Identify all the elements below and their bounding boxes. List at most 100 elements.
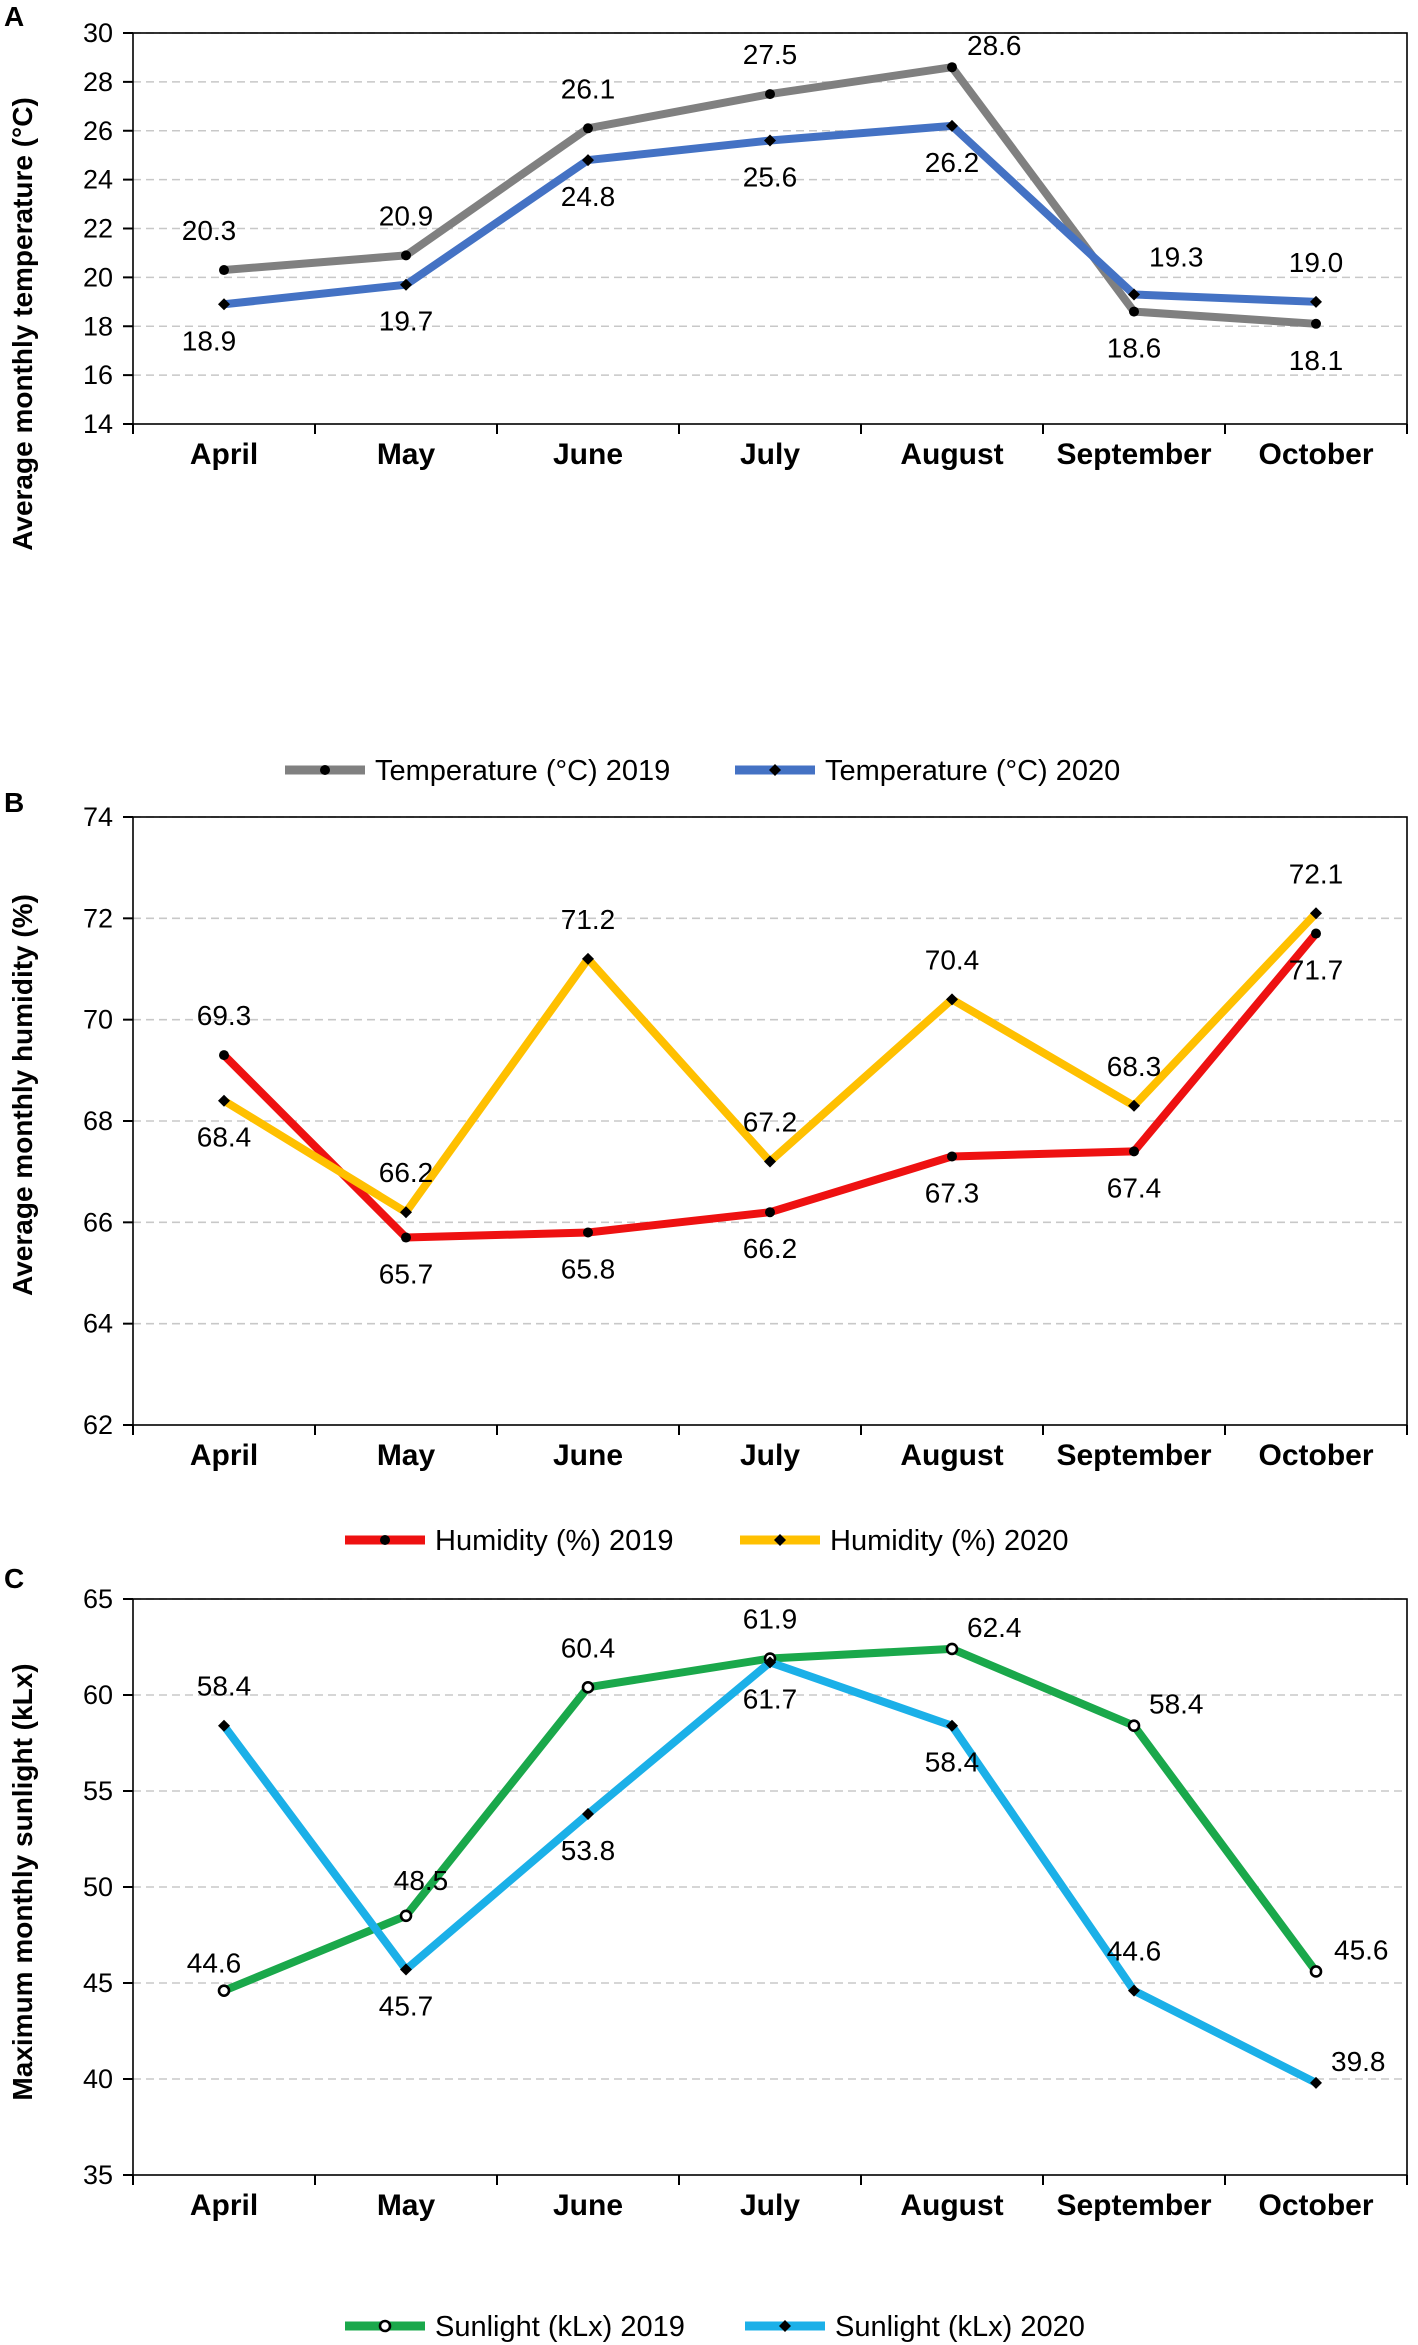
data-point [401,1232,411,1243]
data-point [946,119,958,132]
data-label: 66.2 [379,1157,434,1188]
data-label: 18.9 [182,325,237,356]
data-label: 20.3 [182,215,237,246]
data-point [217,1984,231,1997]
data-point [219,265,229,276]
y-tick-label: 40 [83,2064,113,2094]
y-tick-label: 60 [83,1680,113,1710]
x-tick-label: August [900,2189,1003,2222]
panel-a: A Average monthly temperature (°C) 14161… [4,1,1408,787]
x-tick-label: October [1258,1439,1373,1472]
data-point [946,1719,958,1732]
data-label: 26.2 [925,147,980,178]
legend-marker [378,2319,392,2333]
y-tick-label: 20 [83,262,113,292]
data-point [399,1909,413,1923]
data-point [946,993,958,1006]
data-point [1310,2076,1322,2089]
data-label: 58.4 [197,1671,252,1702]
y-tick-label: 72 [83,903,113,933]
data-point [1129,1146,1139,1157]
panel-c-letter: C [4,1563,24,1594]
data-point [1128,288,1140,301]
data-label: 44.6 [1107,1936,1162,1967]
legend-marker [769,764,781,776]
data-label: 62.4 [967,1612,1022,1643]
legend-label: Humidity (%) 2019 [435,1525,674,1557]
data-label: 26.1 [561,73,616,104]
x-tick-label: August [900,1439,1003,1472]
data-label: 68.3 [1107,1051,1162,1082]
data-label: 25.6 [743,162,798,193]
data-point [400,278,412,291]
data-label: 28.6 [967,30,1022,61]
y-tick-label: 14 [83,409,113,439]
x-tick-label: June [553,438,623,471]
data-point [1311,928,1321,939]
data-label: 19.0 [1289,247,1344,278]
data-point [947,62,957,73]
data-label: 65.8 [561,1253,616,1284]
y-tick-label: 64 [83,1309,113,1339]
data-label: 60.4 [561,1632,616,1663]
data-point [1310,907,1322,920]
data-point [583,1227,593,1238]
y-tick-label: 50 [83,1872,113,1902]
legend-label: Sunlight (kLx) 2019 [435,2311,685,2343]
data-point [219,1050,229,1061]
legend-label: Sunlight (kLx) 2020 [835,2311,1085,2343]
x-tick-label: May [377,438,436,471]
y-tick-label: 28 [83,67,113,97]
data-point [945,1642,959,1656]
data-label: 24.8 [561,181,616,212]
legend-marker [774,1534,786,1546]
data-point [947,1151,957,1162]
data-label: 27.5 [743,39,798,70]
y-tick-label: 65 [83,1584,113,1614]
data-label: 20.9 [379,200,434,231]
x-tick-label: October [1258,2189,1373,2222]
x-tick-label: September [1056,1439,1211,1472]
x-tick-label: June [553,2189,623,2222]
data-label: 58.4 [1149,1689,1204,1720]
legend-label: Temperature (°C) 2019 [375,755,670,787]
data-label: 71.7 [1289,955,1344,986]
data-point [583,123,593,134]
data-point [764,1656,776,1669]
y-tick-label: 68 [83,1106,113,1136]
y-tick-label: 16 [83,360,113,390]
x-tick-label: July [740,2189,800,2222]
data-label: 65.7 [379,1259,434,1290]
data-label: 19.3 [1149,241,1204,272]
data-label: 67.4 [1107,1172,1162,1203]
y-tick-label: 45 [83,1968,113,1998]
data-label: 67.3 [925,1177,980,1208]
y-tick-label: 55 [83,1776,113,1806]
data-point [400,1206,412,1219]
data-label: 61.7 [743,1683,798,1714]
data-point [218,1719,230,1732]
panel-c-y-axis-label: Maximum monthly sunlight (kLx) [7,1663,38,2100]
panel-c-plot: 35 40 45 50 55 60 65 April May June July August Sept… [83,1584,1408,2222]
data-point [1128,1099,1140,1112]
x-tick-label: April [190,2189,258,2222]
legend-marker [779,2320,791,2332]
data-point [1311,318,1321,329]
panel-b-letter: B [4,787,24,818]
panel-c-legend: Sunlight (kLx) 2019 Sunlight (kLx) 2020 [345,2311,1085,2343]
data-label: 66.2 [743,1233,798,1264]
legend-label: Humidity (%) 2020 [830,1525,1069,1557]
x-tick-label: June [553,1439,623,1472]
panel-a-y-axis-label: Average monthly temperature (°C) [7,97,38,551]
legend-label: Temperature (°C) 2020 [825,755,1120,787]
data-point [1309,1965,1323,1978]
x-tick-label: July [740,1439,800,1472]
x-tick-label: May [377,2189,436,2222]
data-point [400,1963,412,1976]
x-tick-label: July [740,438,800,471]
data-point [764,1155,776,1168]
data-label: 67.2 [743,1107,798,1138]
panel-a-legend: Temperature (°C) 2019 Temperature (°C) 20… [285,755,1120,787]
y-tick-label: 74 [83,802,113,832]
